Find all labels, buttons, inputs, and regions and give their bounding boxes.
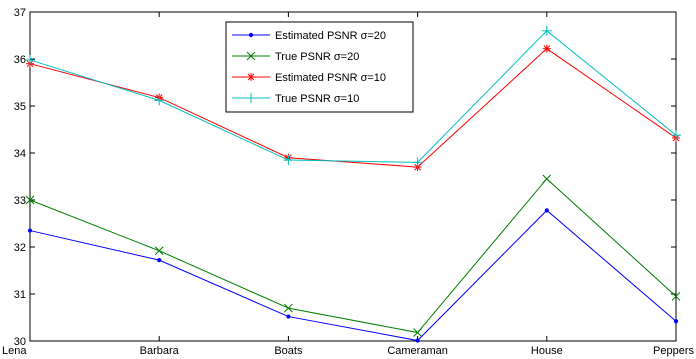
data-point (412, 157, 423, 168)
data-point (246, 51, 256, 61)
legend-box (225, 21, 414, 113)
legend-entry: Estimated PSNR σ=20 (232, 30, 386, 42)
data-point (27, 228, 33, 233)
data-point (154, 246, 164, 256)
data-point (25, 195, 35, 205)
x-tick-label: Boats (274, 345, 303, 357)
data-point (413, 328, 422, 337)
data-point (25, 54, 35, 65)
series-line (29, 178, 677, 334)
data-point (154, 95, 165, 106)
data-point (671, 291, 681, 301)
legend-entry: True PSNR σ=10 (232, 93, 359, 105)
data-point (247, 73, 255, 81)
y-tick-label: 33 (14, 195, 26, 207)
legend-label: True PSNR σ=20 (275, 51, 359, 63)
y-tick-label: 36 (14, 54, 26, 66)
data-point (544, 208, 549, 213)
x-tick-label: Lena (2, 345, 27, 357)
series-line (29, 30, 677, 163)
x-axis-ticks: Lena Barbara Boats Cameraman House Peppers (2, 12, 694, 357)
series-line (29, 209, 677, 342)
data-point (286, 314, 291, 319)
y-tick-label: 30 (14, 336, 26, 348)
legend-label: Estimated PSNR σ=20 (275, 30, 386, 42)
data-point (415, 338, 420, 343)
y-tick-label: 35 (14, 101, 26, 113)
data-point (246, 93, 256, 103)
data-point (671, 130, 681, 141)
y-axis-ticks: 30 31 32 33 34 35 36 37 (14, 7, 676, 348)
series-plus (25, 25, 681, 168)
legend: Estimated PSNR σ=20 True PSNR σ=20 Estimat… (225, 21, 414, 113)
data-point (283, 155, 294, 166)
data-point (542, 174, 552, 184)
x-tick-label: Cameraman (387, 345, 448, 357)
series-line (29, 48, 677, 168)
series-dot (27, 208, 679, 343)
legend-entry: True PSNR σ=20 (232, 51, 359, 63)
data-point (541, 25, 552, 36)
y-tick-label: 32 (14, 242, 26, 254)
legend-entry: Estimated PSNR σ=10 (232, 72, 386, 84)
data-point (673, 319, 679, 324)
series-x (25, 174, 681, 337)
legend-label: Estimated PSNR σ=10 (275, 72, 386, 84)
y-tick-label: 37 (14, 7, 26, 19)
data-point (542, 44, 551, 53)
data-point (157, 258, 162, 263)
y-tick-label: 34 (14, 148, 26, 160)
data-point (284, 303, 293, 313)
x-tick-label: Peppers (653, 345, 694, 357)
x-tick-label: House (531, 345, 563, 357)
data-point (248, 32, 254, 38)
y-tick-label: 31 (14, 289, 26, 301)
series-lines (25, 25, 681, 343)
legend-label: True PSNR σ=10 (275, 93, 359, 105)
x-tick-label: Barbara (140, 345, 180, 357)
